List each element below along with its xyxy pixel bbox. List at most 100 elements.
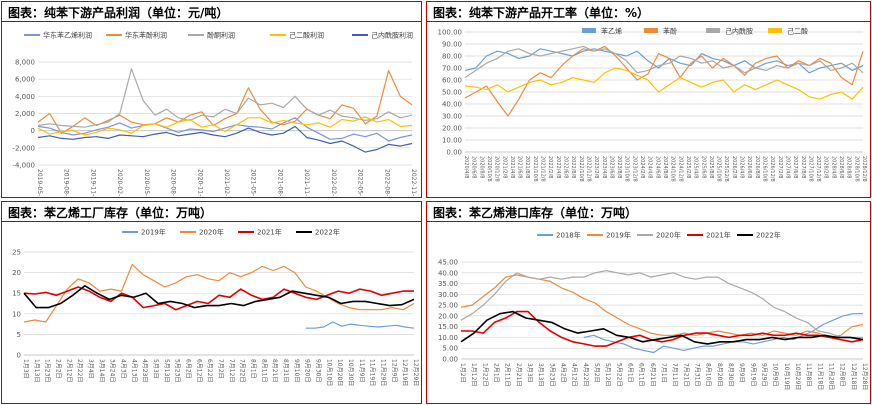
x-tick-label: 10月29日 [794,363,801,390]
series-line [305,321,415,329]
y-tick-label: 4,000 [15,93,35,101]
x-tick-label: 11月9日 [358,359,365,382]
x-tick-label: 8月21日 [271,359,278,382]
legend-label: 己二酸利润 [289,31,324,40]
legend-label: 华东苯乙烯利润 [43,31,92,40]
y-tick-label: 30.00 [438,291,458,299]
x-tick-label: 2019-05-31 [36,169,43,198]
x-tick-label: 12月9日 [390,359,397,382]
x-tick-label: 2月21日 [515,363,522,386]
y-tick-label: 6,000 [15,76,35,84]
x-tick-label: 2023/8/8 [616,156,622,178]
x-tick-label: 6月12日 [195,359,202,382]
x-tick-label: 2022/12/8 [585,156,591,182]
title-divider [2,221,421,222]
x-tick-label: 2月11日 [504,363,511,386]
x-tick-label: 2022-11-30 [410,169,417,198]
x-tick-label: 1月2日 [459,363,466,383]
x-tick-label: 2022-05-31 [357,169,364,198]
y-tick-label: 30.00 [442,113,462,121]
series-line [460,274,864,339]
y-tick-label: 0 [31,127,35,135]
x-tick-label: 2026/2/8 [731,156,737,178]
y-tick-label: 2,000 [15,110,35,118]
x-tick-label: 10月19日 [783,363,790,390]
x-tick-label: 10月20日 [336,359,343,386]
y-tick-label: 0.00 [446,149,462,157]
series-line [37,117,413,142]
legend-label: 苯酚 [663,27,677,36]
panel-port-inventory: 图表：苯乙烯港口库存（单位：万吨） 0.00 5.00 10.00 15.00 20.0… [426,201,871,404]
panel-operating-rate: 图表：纯苯下游产品开工率（单位：%） 0.00 10.00 20.00 30.00 40… [426,1,871,198]
series-line [37,116,413,136]
x-tick-label: 4月23日 [141,359,148,382]
y-tick-label: 10.00 [438,334,458,342]
title-divider [427,221,870,222]
y-tick-label: 0 [17,352,21,360]
x-tick-label: 3月3日 [526,363,533,383]
legend-label: 华东苯酚利润 [125,31,167,40]
y-tick-label: 8,000 [15,59,35,67]
x-tick-label: 2027/8/8 [800,156,806,178]
x-tick-label: 12月8日 [839,363,846,386]
y-tick-label: 0.00 [442,356,458,364]
legend-swatch [706,28,720,33]
x-tick-label: 7月31日 [694,363,701,386]
x-tick-label: 2021/10/8 [532,156,538,182]
x-tick-label: 6月1日 [627,363,634,383]
chart-operating-rate: 0.00 10.00 20.00 30.00 40.00 50.00 60.00 70.00 8… [438,27,868,182]
legend: 2018年 2019年 2020年 2021年 2022年 [537,231,781,240]
series-line [460,269,863,339]
x-tick-label: 2027/6/8 [792,156,798,178]
x-tick-label: 2月22日 [76,359,83,382]
x-tick-label: 4月13日 [130,359,137,382]
panel-profit: 图表：纯苯下游产品利润（单位：元/吨） -4,000 -2,000 0 2,000 4,… [1,1,422,198]
x-tick-label: 3月23日 [548,363,555,386]
legend-label: 己内酰胺利润 [371,31,413,40]
x-tick-label: 7月21日 [682,363,689,386]
x-tick-label: 8月31日 [282,359,289,382]
x-tick-label: 11月8日 [805,363,812,386]
series-line [464,45,864,117]
x-tick-label: 10月10日 [325,359,332,386]
x-tick-label: 2025/12/8 [723,156,729,182]
x-tick-label: 1月23日 [44,359,51,382]
x-tick-label: 2022/8/8 [570,156,576,178]
x-tick-label: 9月19日 [749,363,756,386]
x-tick-label: 2025/6/8 [700,156,706,178]
legend-swatch [768,28,782,33]
x-tick-label: 7月2日 [217,359,224,379]
series-line [37,125,413,153]
y-tick-label: 20 [12,269,21,277]
legend-label: 己内酰胺 [725,27,753,36]
x-tick-label: 2026/6/8 [746,156,752,178]
legend-label: 2020年 [656,231,681,240]
x-tick-label: 1月3日 [22,359,29,379]
y-tick-label: 5 [17,331,21,339]
legend-label: 2021年 [257,228,282,237]
series-line [23,284,415,309]
legend-label: 2020年 [199,228,224,237]
x-tick-label: 8月11日 [260,359,267,382]
chart-title-factory-inventory: 图表：苯乙烯工厂库存（单位：万吨） [8,206,213,220]
chart-factory-inventory: 0 5 10 15 20 25 1月3日 1月13日 1月23日 2月2日 2月12日 2月22日 3月… [12,228,419,387]
x-tick-label: 2027/12/8 [815,156,821,182]
x-tick-label: 2028/4/8 [830,156,836,178]
legend: 2019年 2020年 2021年 2022年 [122,228,340,237]
x-tick-label: 2020/4/8 [463,156,469,178]
x-tick-label: 1月22日 [481,363,488,386]
x-tick-label: 2021/8/8 [524,156,530,178]
x-tick-label: 4月3日 [120,359,127,379]
y-tick-label: 20.00 [438,312,458,320]
series-line [23,286,414,311]
x-tick-label: 2020-08-31 [170,169,177,198]
x-tick-label: 2月12日 [65,359,72,382]
x-tick-label: 5月22日 [615,363,622,386]
y-tick-label: 50.00 [442,89,462,97]
y-tick-label: 45.00 [438,259,458,267]
x-tick-label: 2020/8/8 [478,156,484,178]
x-tick-label: 2019-11-30 [89,169,96,198]
x-tick-label: 10月9日 [772,363,779,386]
x-tick-label: 6月21日 [649,363,656,386]
y-tick-label: 70.00 [442,65,462,73]
